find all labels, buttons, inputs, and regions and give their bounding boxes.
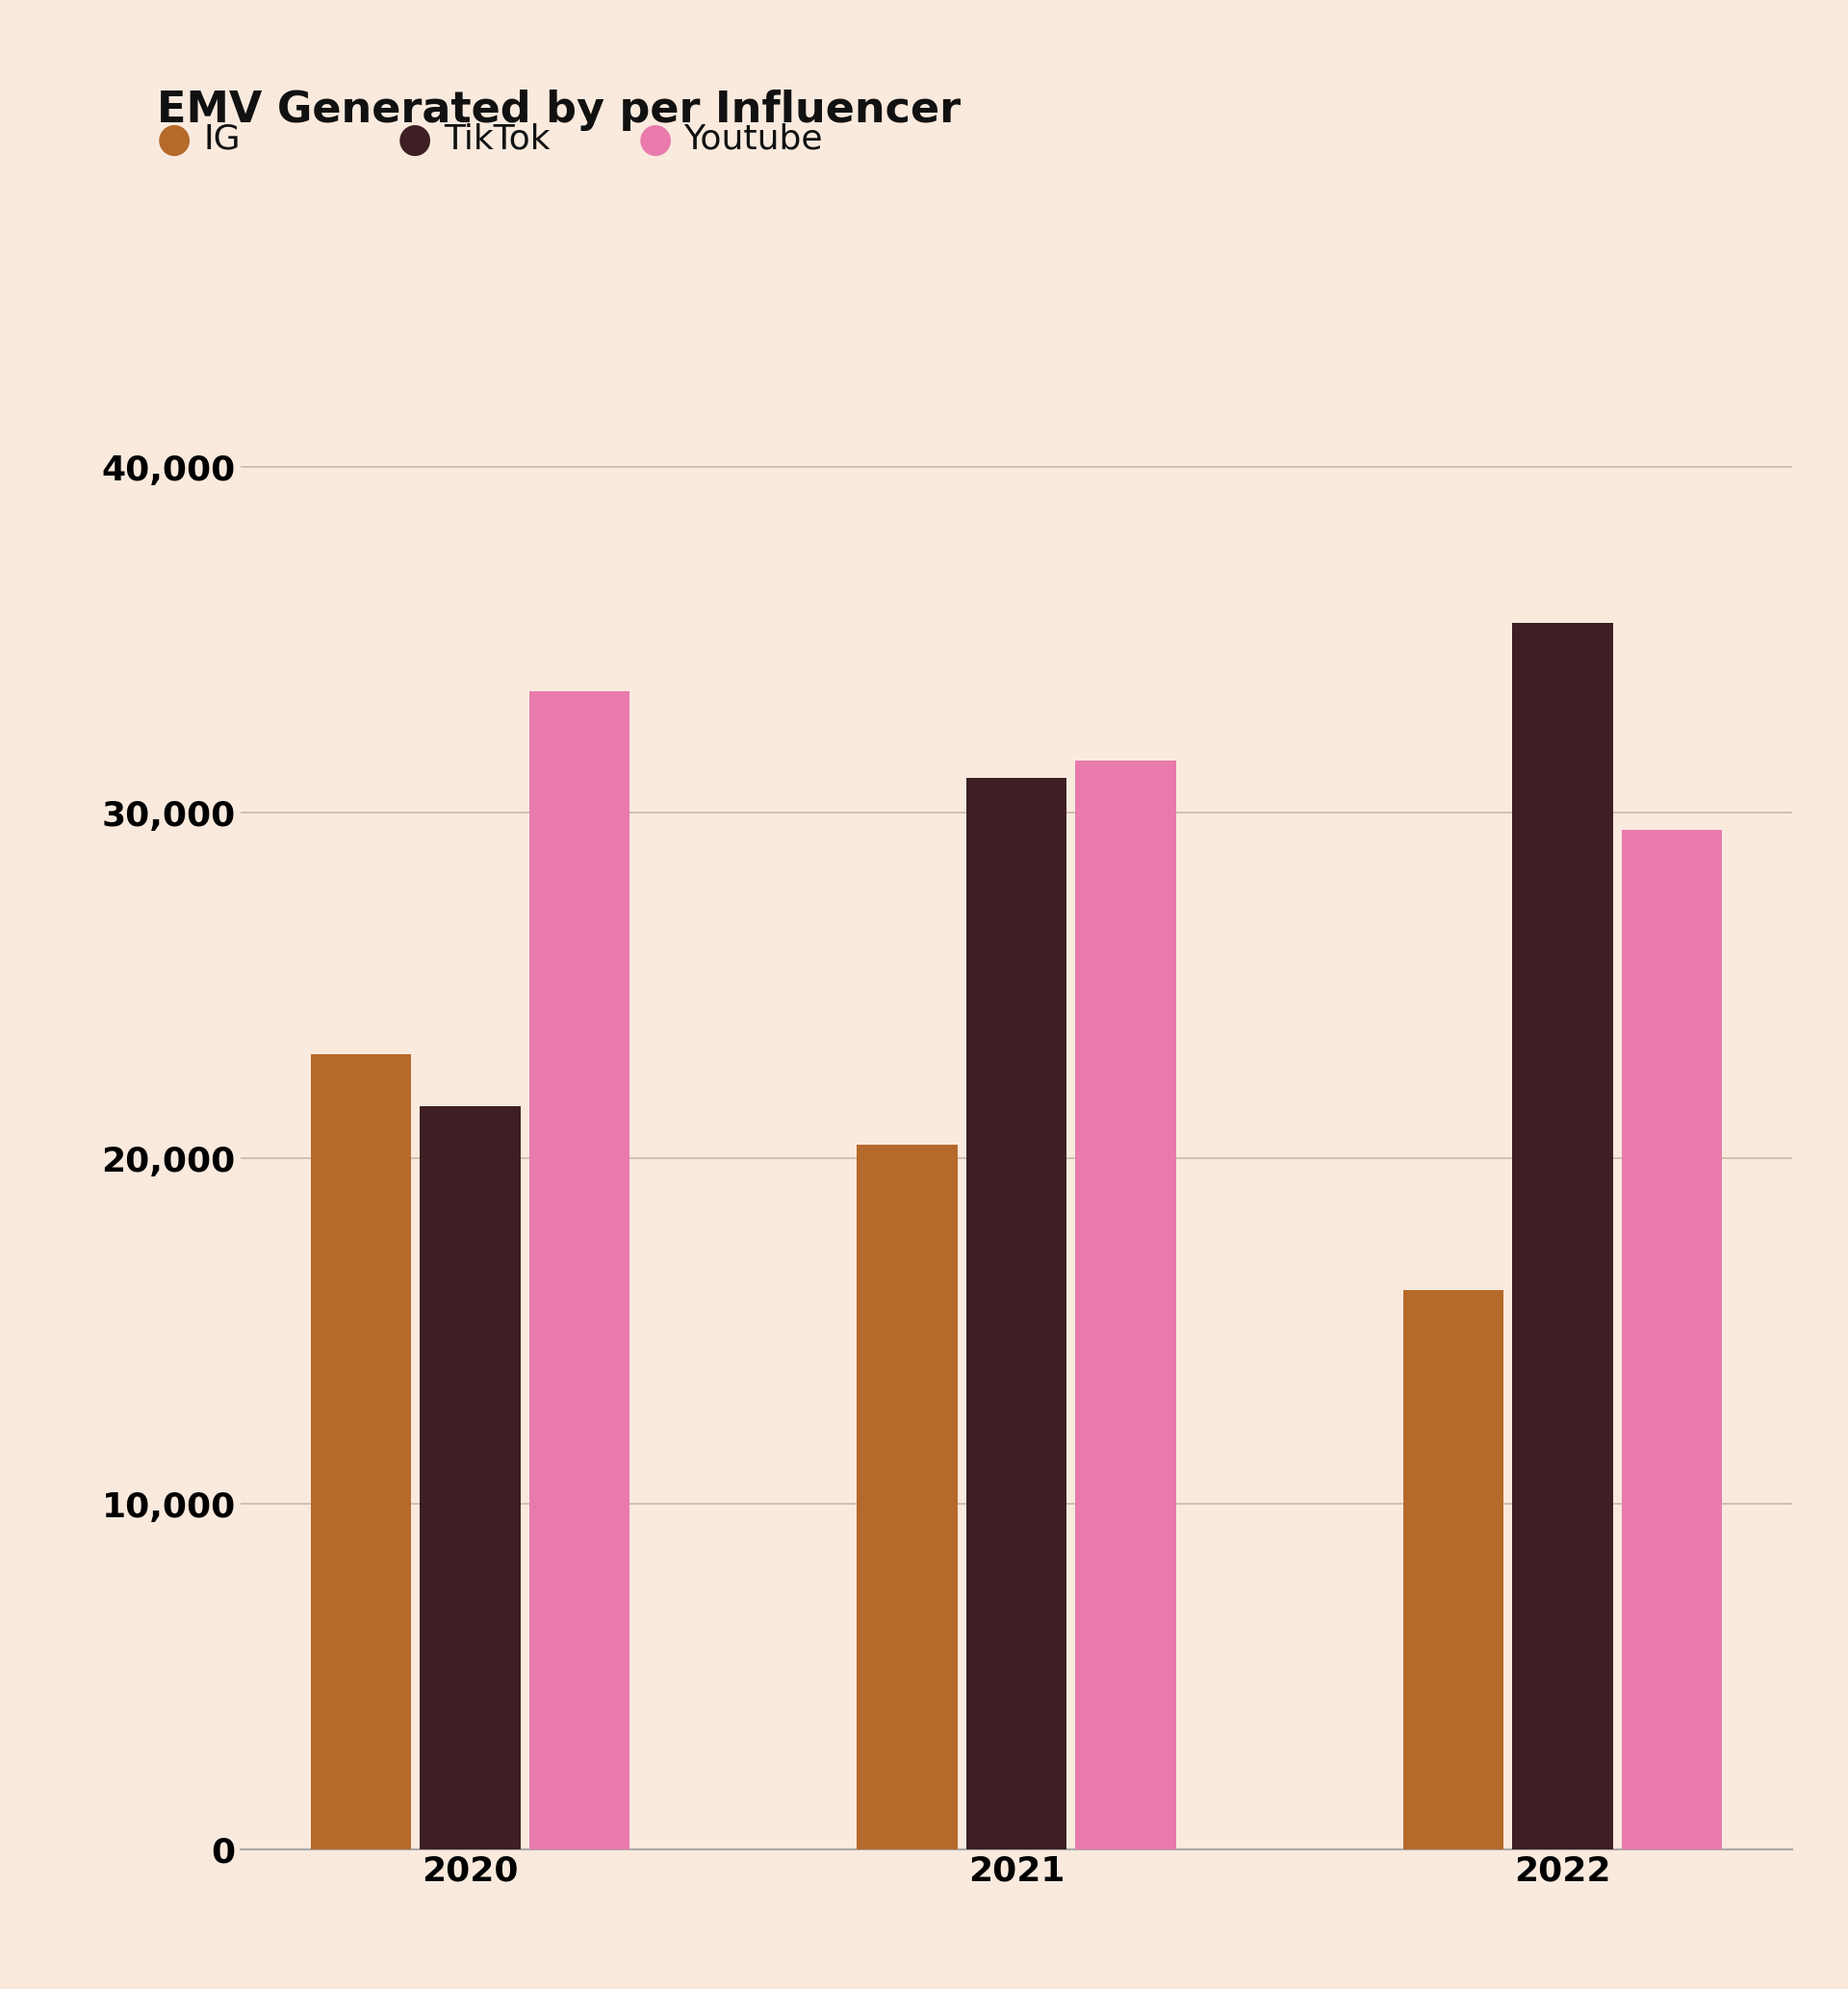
Text: Youtube: Youtube — [684, 123, 822, 155]
Bar — [1621, 829, 1722, 1850]
Text: IG: IG — [203, 123, 240, 155]
Bar — [857, 1144, 957, 1850]
Text: ●: ● — [638, 119, 673, 159]
Text: EMV Generated by per Influencer: EMV Generated by per Influencer — [157, 90, 961, 131]
Bar — [419, 1106, 521, 1850]
Bar — [1076, 760, 1175, 1850]
Bar — [967, 778, 1066, 1850]
Bar — [529, 692, 630, 1850]
Bar — [1403, 1289, 1504, 1850]
Text: TikTok: TikTok — [444, 123, 551, 155]
Bar — [1512, 623, 1613, 1850]
Text: ●: ● — [397, 119, 432, 159]
Text: ●: ● — [157, 119, 192, 159]
Bar — [310, 1054, 412, 1850]
